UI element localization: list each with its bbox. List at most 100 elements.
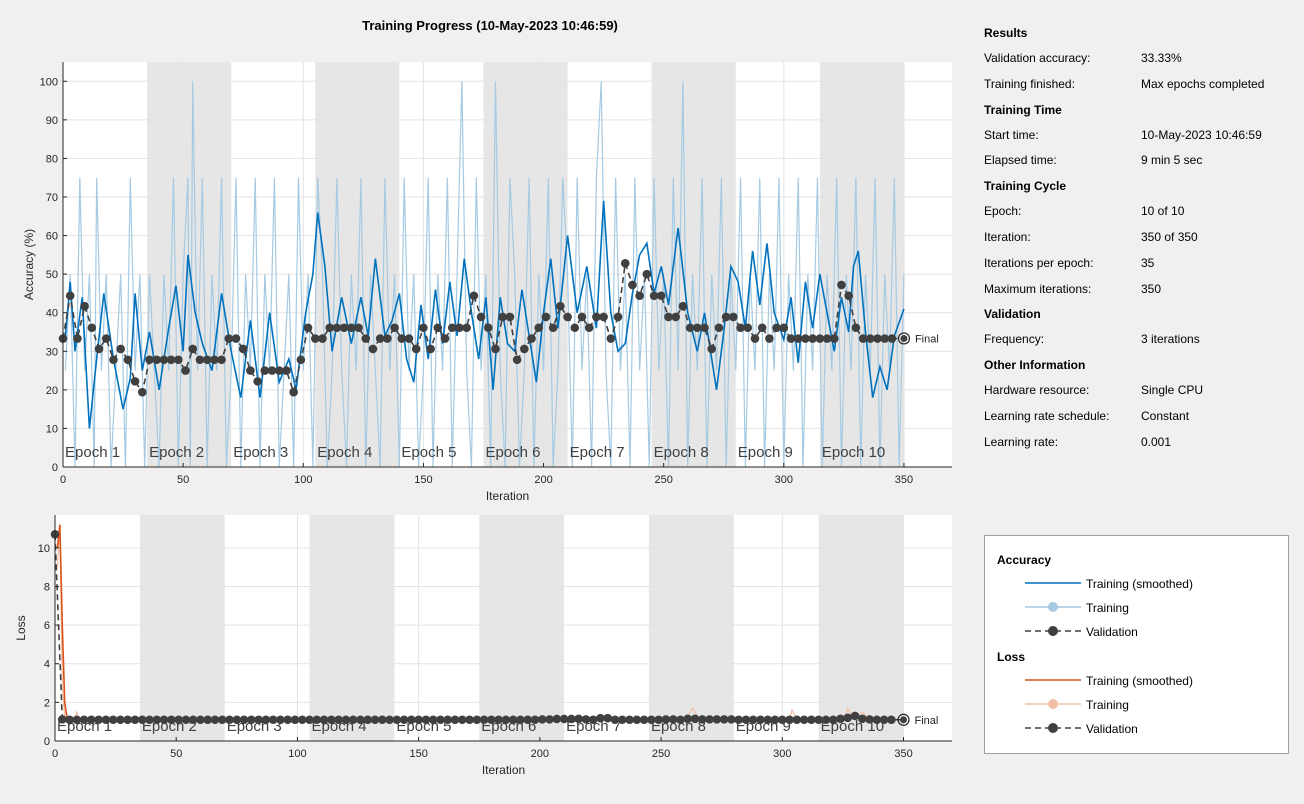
validation-point [887, 334, 897, 343]
validation-point [577, 312, 587, 322]
y-tick-label: 8 [44, 581, 50, 593]
validation-point [479, 715, 489, 725]
validation-point [850, 711, 860, 721]
x-tick-label: 300 [773, 748, 791, 760]
validation-point [647, 715, 656, 725]
epoch-label: Epoch 7 [566, 718, 621, 735]
x-tick-label: 200 [534, 474, 552, 486]
info-value: 3 iterations [1141, 332, 1200, 347]
legend-loss-smoothed-label: Training (smoothed) [1086, 674, 1193, 688]
validation-point [399, 715, 409, 725]
validation-point [94, 715, 103, 725]
validation-point [741, 715, 751, 725]
info-label: Frequency: [984, 332, 1045, 347]
validation-point [635, 291, 644, 301]
validation-point [472, 715, 482, 725]
info-value: Single CPU [1141, 383, 1204, 398]
validation-point [530, 715, 540, 725]
validation-point [65, 715, 74, 725]
epoch-label: Epoch 5 [396, 718, 451, 735]
validation-point [174, 355, 183, 365]
validation-point [628, 280, 637, 290]
validation-point [390, 323, 399, 333]
validation-point [714, 323, 724, 333]
loss-plot: Final Epoch 1 Epoch 2 Epoch 3 Epoch 4 Epoch 5… [14, 515, 952, 777]
validation-point [851, 323, 861, 333]
y-tick-label: 30 [46, 346, 58, 358]
epoch-label: Epoch 6 [485, 444, 540, 461]
x-axis-label: Iteration [482, 763, 525, 777]
validation-point [844, 291, 853, 301]
y-tick-label: 4 [44, 659, 50, 671]
epoch-shade [483, 62, 568, 467]
validation-point [443, 715, 453, 725]
validation-point [283, 715, 293, 725]
legend-acc-validation-swatch [1025, 626, 1081, 636]
legend-loss-training-label: Training [1086, 698, 1129, 712]
validation-point [880, 334, 890, 343]
validation-point [137, 715, 147, 725]
validation-point [632, 715, 642, 725]
validation-point [606, 334, 616, 343]
validation-point [450, 715, 460, 725]
validation-point [508, 715, 518, 725]
validation-point [799, 715, 809, 725]
y-tick-label: 90 [46, 115, 58, 127]
validation-point [736, 323, 745, 333]
validation-point [254, 715, 263, 725]
validation-point [347, 323, 356, 333]
epoch-label: Epoch 5 [401, 444, 456, 461]
validation-point [625, 715, 634, 725]
validation-point [354, 323, 363, 333]
epoch-shade [309, 515, 395, 741]
x-tick-label: 50 [177, 474, 189, 486]
validation-point [707, 344, 717, 354]
validation-point [683, 714, 693, 724]
section-title: Other Information [984, 358, 1086, 373]
validation-point [865, 715, 874, 724]
validation-point [548, 323, 558, 333]
section-title: Results [984, 26, 1028, 40]
y-tick-label: 50 [46, 269, 58, 281]
validation-point [668, 715, 678, 724]
validation-point [202, 355, 212, 365]
validation-point [617, 715, 627, 725]
validation-point [581, 715, 591, 724]
validation-point [527, 334, 536, 343]
validation-point [786, 334, 796, 343]
validation-point [334, 715, 343, 725]
legend-acc-smoothed-swatch [1025, 582, 1081, 584]
validation-point [305, 715, 314, 725]
info-value: 10-May-2023 10:46:59 [1141, 127, 1262, 142]
x-tick-label: 300 [775, 474, 793, 486]
info-value: 0.001 [1141, 434, 1172, 449]
y-tick-label: 0 [52, 462, 58, 474]
info-row: Iteration: 350 of 350 [984, 226, 1294, 252]
info-label: Start time: [984, 127, 1039, 142]
validation-point [152, 355, 162, 365]
validation-point [763, 715, 773, 725]
epoch-label: Epoch 10 [822, 444, 885, 461]
y-tick-label: 70 [46, 192, 58, 204]
validation-point [73, 334, 82, 343]
x-tick-label: 350 [894, 748, 912, 760]
info-row: Elapsed time: 9 min 5 sec [984, 149, 1294, 175]
validation-point [772, 323, 781, 333]
epoch-shade [479, 515, 565, 741]
info-label: Validation accuracy: [984, 51, 1091, 65]
validation-point [719, 715, 729, 724]
validation-point [545, 715, 554, 724]
training-smoothed-line [64, 200, 905, 429]
info-row: Training finished: Max epochs completed [984, 73, 1294, 99]
validation-point [447, 323, 457, 333]
legend-acc-validation-label: Validation [1086, 625, 1138, 639]
validation-point [101, 715, 111, 725]
validation-point [462, 323, 471, 333]
validation-point [392, 715, 402, 725]
info-label: Elapsed time: [984, 153, 1057, 168]
validation-point [828, 715, 838, 725]
validation-point [512, 355, 522, 365]
validation-point [483, 323, 493, 333]
validation-point [858, 334, 868, 343]
validation-point [487, 715, 496, 725]
